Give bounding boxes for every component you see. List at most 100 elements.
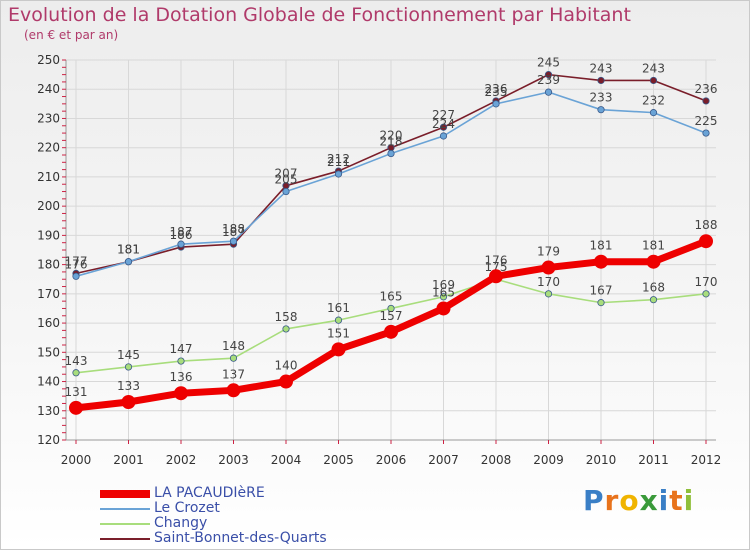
- data-point-changy: [334, 316, 343, 324]
- y-tick-label: 130: [37, 404, 60, 418]
- x-tick-label: 2012: [691, 453, 722, 467]
- x-tick-label: 2004: [271, 453, 302, 467]
- data-point-le-crozet: [597, 106, 605, 114]
- logo-letter: o: [619, 484, 640, 517]
- data-point-le-crozet: [177, 240, 185, 248]
- data-point-changy: [229, 354, 238, 362]
- chart-title: Evolution de la Dotation Globale de Fonc…: [8, 4, 631, 26]
- data-label-le-crozet: 233: [590, 91, 613, 105]
- data-label-le-crozet: 187: [170, 225, 193, 239]
- data-label-le-crozet: 232: [642, 94, 665, 108]
- data-label-saint-bonnet-des-quarts: 181: [117, 243, 140, 257]
- x-tick-label: 2009: [533, 453, 564, 467]
- data-label-changy: 165: [380, 289, 403, 303]
- data-label-saint-bonnet-des-quarts: 212: [327, 152, 350, 166]
- data-point-la-pacaudi-re: [489, 269, 503, 284]
- data-label-changy: 170: [695, 275, 718, 289]
- logo-letter: P: [583, 484, 605, 517]
- data-point-la-pacaudi-re: [384, 324, 398, 339]
- data-label-changy: 143: [65, 354, 88, 368]
- data-label-la-pacaudi-re: 181: [642, 239, 665, 253]
- data-point-la-pacaudi-re: [331, 342, 346, 357]
- data-label-saint-bonnet-des-quarts: 227: [432, 108, 455, 122]
- data-point-le-crozet: [387, 149, 395, 158]
- logo-letter: i: [683, 484, 695, 517]
- data-point-saint-bonnet-des-quarts: [649, 76, 658, 85]
- data-point-changy: [124, 363, 133, 371]
- data-point-changy: [72, 369, 80, 377]
- data-point-le-crozet: [334, 170, 343, 178]
- data-label-saint-bonnet-des-quarts: 177: [65, 254, 88, 268]
- y-tick-label: 190: [37, 228, 60, 242]
- data-point-le-crozet: [229, 237, 238, 245]
- logo-letter: i: [658, 484, 670, 517]
- x-tick-label: 2007: [428, 453, 459, 467]
- legend-swatch: [100, 507, 150, 510]
- data-point-saint-bonnet-des-quarts: [439, 123, 448, 131]
- data-label-la-pacaudi-re: 136: [170, 370, 193, 384]
- y-tick-label: 230: [37, 111, 60, 125]
- data-label-changy: 158: [275, 310, 298, 324]
- data-point-le-crozet: [492, 100, 500, 108]
- data-point-changy: [597, 299, 605, 307]
- data-label-saint-bonnet-des-quarts: 236: [485, 82, 508, 96]
- data-label-la-pacaudi-re: 188: [695, 218, 718, 232]
- y-tick-label: 240: [37, 82, 60, 96]
- data-point-le-crozet: [124, 258, 133, 266]
- legend-swatch: [100, 522, 150, 525]
- y-tick-label: 170: [37, 287, 60, 301]
- y-tick-label: 210: [37, 170, 60, 184]
- data-point-changy: [544, 290, 553, 298]
- legend-label: LA PACAUDIèRE: [154, 485, 265, 501]
- data-label-le-crozet: 218: [380, 135, 403, 149]
- data-label-changy: 148: [222, 339, 245, 353]
- legend-label: Changy: [154, 515, 208, 531]
- x-tick-label: 2005: [323, 453, 354, 467]
- data-label-le-crozet: 205: [275, 173, 298, 187]
- data-point-la-pacaudi-re: [541, 260, 556, 275]
- data-point-le-crozet: [649, 109, 658, 117]
- logo-letter: r: [604, 484, 620, 517]
- data-label-saint-bonnet-des-quarts: 207: [275, 167, 298, 181]
- data-point-saint-bonnet-des-quarts: [597, 76, 605, 85]
- data-point-la-pacaudi-re: [226, 383, 241, 398]
- data-label-la-pacaudi-re: 157: [380, 309, 403, 323]
- legend-swatch: [100, 537, 150, 540]
- data-label-la-pacaudi-re: 140: [275, 359, 298, 373]
- data-label-la-pacaudi-re: 151: [327, 326, 350, 340]
- data-point-changy: [439, 293, 448, 301]
- data-point-la-pacaudi-re: [69, 400, 83, 415]
- x-tick-label: 2006: [376, 453, 407, 467]
- y-tick-label: 200: [37, 199, 60, 213]
- data-label-le-crozet: 224: [432, 117, 455, 131]
- data-point-changy: [177, 357, 185, 365]
- data-label-le-crozet: 181: [117, 243, 140, 257]
- data-label-changy: 145: [117, 348, 140, 362]
- data-label-saint-bonnet-des-quarts: 243: [642, 61, 665, 75]
- data-point-la-pacaudi-re: [436, 301, 451, 316]
- data-point-le-crozet: [544, 88, 553, 96]
- data-label-le-crozet: 225: [695, 114, 718, 128]
- data-point-le-crozet: [282, 187, 290, 196]
- data-point-saint-bonnet-des-quarts: [544, 71, 553, 79]
- data-point-la-pacaudi-re: [594, 254, 608, 269]
- data-label-la-pacaudi-re: 131: [65, 385, 88, 399]
- data-label-la-pacaudi-re: 181: [590, 239, 613, 253]
- data-label-saint-bonnet-des-quarts: 220: [380, 129, 403, 143]
- data-label-le-crozet: 235: [485, 85, 508, 99]
- x-tick-label: 2003: [218, 453, 249, 467]
- data-label-saint-bonnet-des-quarts: 243: [590, 61, 613, 75]
- data-point-la-pacaudi-re: [699, 234, 713, 249]
- data-label-changy: 167: [590, 284, 613, 298]
- x-tick-label: 2002: [166, 453, 197, 467]
- legend-swatch: [100, 489, 150, 498]
- data-label-saint-bonnet-des-quarts: 236: [695, 82, 718, 96]
- data-point-changy: [282, 325, 290, 333]
- data-label-la-pacaudi-re: 176: [485, 253, 508, 267]
- data-label-changy: 147: [170, 342, 193, 356]
- x-tick-label: 2001: [113, 453, 144, 467]
- data-point-le-crozet: [439, 132, 448, 140]
- data-point-la-pacaudi-re: [121, 395, 136, 409]
- data-label-saint-bonnet-des-quarts: 186: [170, 228, 193, 242]
